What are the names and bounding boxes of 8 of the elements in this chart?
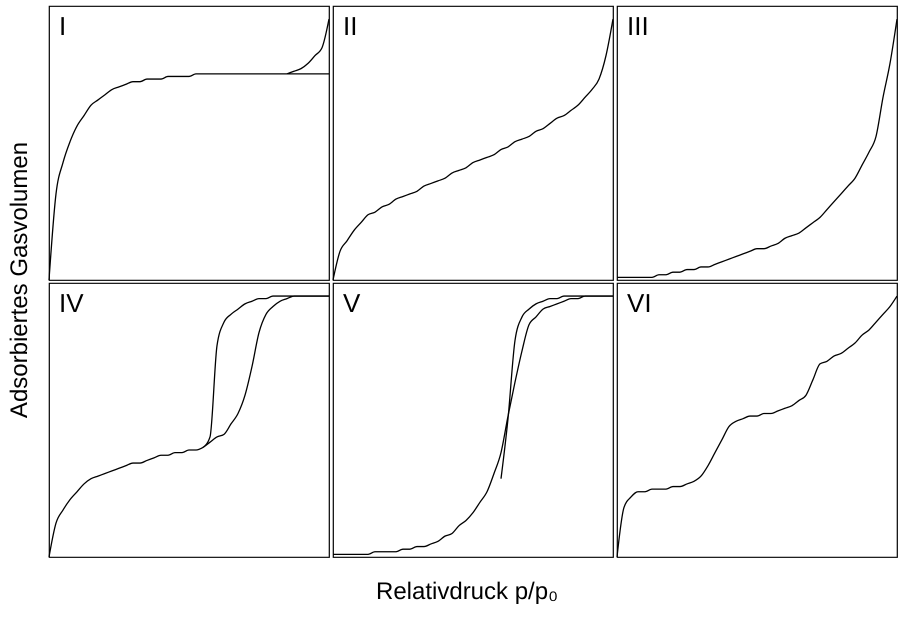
chart-title: II [343, 11, 358, 41]
chart-title: III [627, 11, 649, 41]
y-axis-title: Adsorbiertes Gasvolumen [6, 142, 33, 418]
chart-title: IV [59, 288, 84, 318]
chart-title: V [343, 288, 361, 318]
chart-title: VI [627, 288, 652, 318]
x-axis-title: Relativdruck p/p₀ [376, 578, 558, 605]
chart-title: I [59, 11, 66, 41]
